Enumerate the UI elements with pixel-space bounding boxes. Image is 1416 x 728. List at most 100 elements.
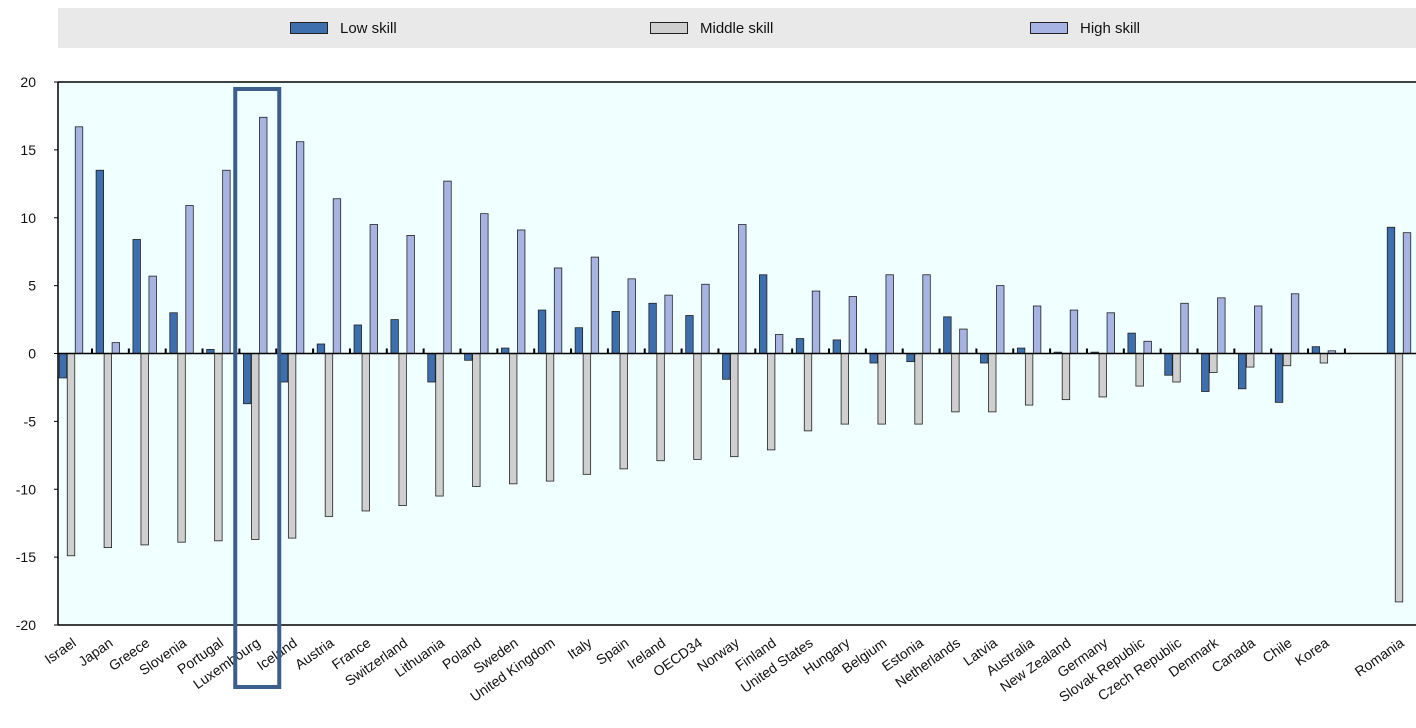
bar-middle-skill xyxy=(545,353,555,482)
bar-middle-skill xyxy=(656,353,665,462)
bar-low-skill xyxy=(1127,332,1136,354)
bar-middle-skill xyxy=(951,353,960,413)
y-tick-label: 15 xyxy=(20,142,36,158)
group-marker xyxy=(1307,348,1310,354)
x-tick-label: Spain xyxy=(593,634,632,668)
legend-item-low-skill: Low skill xyxy=(290,19,397,37)
bar-low-skill xyxy=(95,169,104,354)
group-marker xyxy=(717,348,720,354)
group-marker xyxy=(1049,348,1052,354)
bar-low-skill xyxy=(1274,353,1284,403)
bar-high-skill xyxy=(443,180,452,354)
group-marker xyxy=(754,348,757,354)
group-marker xyxy=(312,348,315,354)
group-marker xyxy=(606,348,609,354)
x-tick-label: Iceland xyxy=(254,634,300,673)
bar-middle-skill xyxy=(988,353,997,413)
bar-low-skill xyxy=(279,353,289,383)
group-marker xyxy=(1012,348,1015,354)
bar-middle-skill xyxy=(619,353,628,470)
bar-middle-skill xyxy=(1061,353,1071,401)
bar-middle-skill xyxy=(693,353,702,460)
legend-label-middle-skill: Middle skill xyxy=(700,19,774,37)
group-marker xyxy=(1122,348,1125,354)
bar-high-skill xyxy=(664,294,673,354)
bar-middle-skill xyxy=(398,353,407,506)
bar-low-skill xyxy=(390,319,399,354)
bar-high-skill xyxy=(1217,297,1226,354)
y-tick-label: 5 xyxy=(28,278,36,294)
bar-high-skill xyxy=(1032,305,1042,354)
bar-middle-skill xyxy=(803,353,813,432)
group-marker xyxy=(570,348,573,354)
bar-middle-skill xyxy=(66,353,76,557)
bar-middle-skill xyxy=(324,353,334,517)
bar-low-skill xyxy=(980,353,989,364)
bar-middle-skill xyxy=(435,353,444,497)
group-marker xyxy=(975,348,978,354)
bar-high-skill xyxy=(885,274,894,354)
bar-high-skill xyxy=(701,283,710,354)
bar-low-skill xyxy=(353,324,362,354)
bar-middle-skill xyxy=(1282,353,1292,367)
group-marker xyxy=(1196,348,1199,354)
bar-high-skill xyxy=(480,213,489,354)
bar-high-skill xyxy=(922,274,931,354)
highlight-box xyxy=(233,87,282,689)
bar-middle-skill xyxy=(877,353,886,425)
bar-high-skill xyxy=(1180,302,1189,354)
bar-low-skill xyxy=(1016,347,1026,354)
bar-high-skill xyxy=(1254,305,1263,354)
bar-low-skill xyxy=(169,312,178,354)
bar-high-skill xyxy=(111,342,120,354)
bar-high-skill xyxy=(259,116,268,354)
bar-high-skill xyxy=(959,328,968,354)
bar-low-skill xyxy=(685,315,694,354)
bar-low-skill xyxy=(832,339,841,354)
bar-low-skill xyxy=(648,302,657,354)
bar-low-skill xyxy=(427,353,436,383)
bar-middle-skill xyxy=(140,353,149,546)
y-tick-label: -5 xyxy=(24,413,37,429)
bar-low-skill xyxy=(132,239,141,354)
bar-high-skill xyxy=(332,198,342,354)
legend-item-high-skill: High skill xyxy=(1030,19,1140,37)
group-marker xyxy=(828,348,830,354)
group-marker xyxy=(1159,348,1162,354)
legend-swatch-middle-skill xyxy=(650,22,688,34)
bar-middle-skill xyxy=(472,353,481,487)
y-tick-label: -20 xyxy=(16,617,36,633)
bar-low-skill xyxy=(1201,353,1210,392)
group-marker xyxy=(348,348,351,354)
bar-low-skill xyxy=(869,353,878,364)
bar-high-skill xyxy=(811,290,821,354)
bar-middle-skill xyxy=(1135,353,1144,387)
bar-low-skill xyxy=(1386,226,1396,354)
group-marker xyxy=(275,348,278,354)
bar-low-skill xyxy=(943,316,952,354)
group-marker xyxy=(938,348,941,354)
group-marker xyxy=(680,348,683,354)
bar-high-skill xyxy=(295,141,305,354)
bar-middle-skill xyxy=(177,353,186,543)
y-tick-label: 10 xyxy=(20,210,36,226)
bar-low-skill xyxy=(243,353,252,405)
x-tick-label: Norway xyxy=(694,634,742,674)
x-tick-label: Israel xyxy=(42,634,79,667)
group-marker xyxy=(91,348,93,354)
bar-low-skill xyxy=(1238,353,1247,390)
bar-low-skill xyxy=(1311,346,1321,354)
bar-high-skill xyxy=(553,267,563,354)
group-marker xyxy=(901,348,904,354)
group-marker xyxy=(533,348,536,354)
legend-swatch-low-skill xyxy=(290,22,328,34)
bar-high-skill xyxy=(1069,309,1079,354)
bar-low-skill xyxy=(501,347,510,354)
group-marker xyxy=(127,348,130,354)
y-tick-label: 0 xyxy=(28,346,36,362)
legend-item-middle-skill: Middle skill xyxy=(650,19,773,37)
group-marker xyxy=(643,348,646,354)
bar-low-skill xyxy=(1164,353,1173,376)
y-tick-label: -15 xyxy=(16,549,36,565)
bar-low-skill xyxy=(574,327,584,354)
